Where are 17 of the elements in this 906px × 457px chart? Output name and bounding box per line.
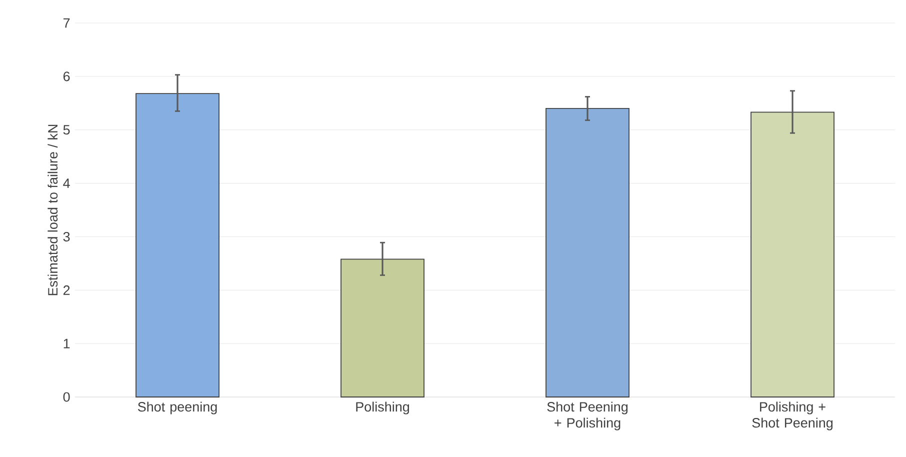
- y-tick-label: 5: [63, 125, 70, 135]
- y-tick-label: 7: [63, 18, 70, 28]
- x-tick-label: Shot peening: [138, 402, 217, 414]
- y-tick-label: 2: [63, 285, 70, 295]
- y-tick-label: 4: [63, 178, 70, 188]
- y-tick-label: 6: [63, 72, 70, 82]
- bar: [136, 93, 220, 398]
- y-tick-label: 0: [63, 392, 70, 402]
- x-tick-label: Polishing + Shot Peening: [752, 402, 833, 430]
- bar: [546, 108, 630, 398]
- bar: [340, 258, 424, 398]
- x-tick-label: Shot Peening + Polishing: [547, 402, 628, 430]
- y-axis-title: Estimated load to failure / kN: [48, 124, 58, 296]
- y-tick-label: 1: [64, 338, 70, 348]
- y-tick-label: 3: [63, 232, 70, 242]
- bar: [750, 112, 834, 398]
- x-tick-label: Polishing: [356, 402, 410, 414]
